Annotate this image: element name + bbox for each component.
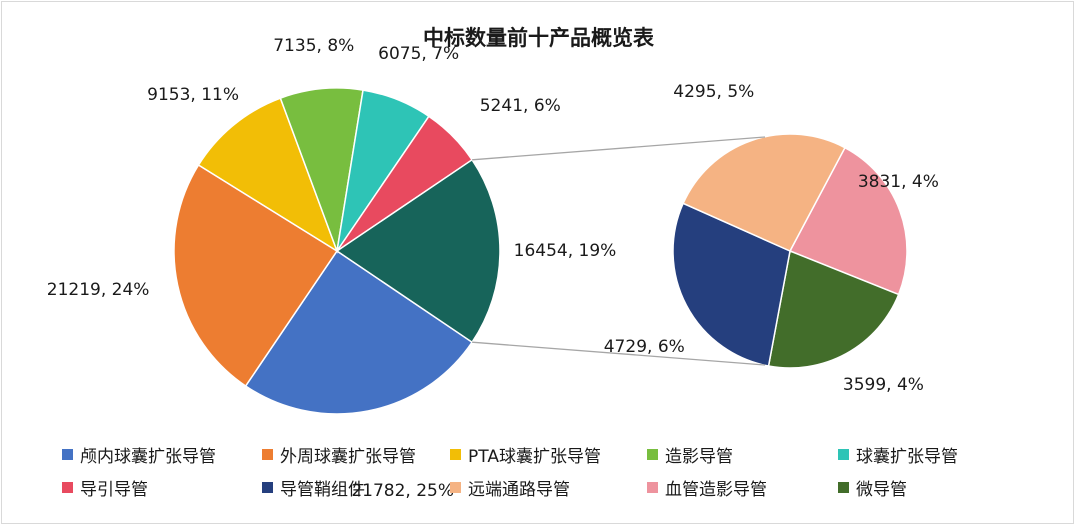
legend-item-血管造影导管: 血管造影导管 <box>647 475 767 500</box>
main-pie-slice-1 <box>173 163 339 388</box>
legend-item-导引导管: 导引导管 <box>62 475 148 500</box>
legend-swatch <box>838 482 849 493</box>
legend-label: 导管鞘组件 <box>280 480 365 500</box>
main-pie-data-label-1: 21219, 24% <box>46 280 150 301</box>
connector-line-0 <box>472 136 766 161</box>
legend-swatch <box>62 482 73 493</box>
secondary-pie-slice-1 <box>767 249 900 369</box>
main-pie-data-label-6: 16454, 19% <box>513 241 617 261</box>
legend-item-导管鞘组件: 导管鞘组件 <box>262 475 365 500</box>
main-pie-data-label-5: 5241, 6% <box>479 96 561 117</box>
secondary-pie-data-label-3: 4295, 5% <box>673 81 755 102</box>
legend-label: 微导管 <box>856 480 907 500</box>
legend-swatch <box>262 449 273 460</box>
main-pie-slice-6 <box>335 158 501 344</box>
main-pie-data-label-2: 9153, 11% <box>147 85 239 106</box>
secondary-pie-slice-2 <box>672 202 791 367</box>
legend-label: 颅内球囊扩张导管 <box>80 447 216 467</box>
legend-label: 远端通路导管 <box>468 480 570 500</box>
legend-swatch <box>647 482 658 493</box>
secondary-pie-slice-0 <box>788 146 908 296</box>
main-pie-data-label-3: 7135, 8% <box>273 35 355 56</box>
legend-swatch <box>450 449 461 460</box>
legend-item-远端通路导管: 远端通路导管 <box>450 475 570 500</box>
legend-label: 造影导管 <box>665 447 733 467</box>
legend-swatch <box>838 449 849 460</box>
legend-item-PTA球囊扩张导管: PTA球囊扩张导管 <box>450 442 601 467</box>
main-pie-slice-0 <box>244 249 474 415</box>
legend-label: 血管造影导管 <box>665 480 767 500</box>
legend-item-微导管: 微导管 <box>838 475 907 500</box>
secondary-pie-data-label-0: 3831, 4% <box>857 172 939 193</box>
legend-swatch <box>62 449 73 460</box>
main-pie-data-label-0: 21782, 25% <box>351 480 455 501</box>
legend-swatch <box>647 449 658 460</box>
legend-item-造影导管: 造影导管 <box>647 442 733 467</box>
legend-label: 外周球囊扩张导管 <box>280 447 416 467</box>
connector-line-1 <box>472 341 766 366</box>
secondary-pie-slice-3 <box>682 133 846 252</box>
main-pie-slice-2 <box>197 97 339 253</box>
chart-title: 中标数量前十产品概览表 <box>423 26 654 50</box>
main-pie-data-label-4: 6075, 7% <box>378 44 460 65</box>
legend-label: 导引导管 <box>80 480 148 500</box>
legend-swatch <box>450 482 461 493</box>
secondary-pie-data-label-1: 3599, 4% <box>842 375 924 396</box>
legend-item-颅内球囊扩张导管: 颅内球囊扩张导管 <box>62 442 216 467</box>
legend-label: 球囊扩张导管 <box>856 447 958 467</box>
legend-item-球囊扩张导管: 球囊扩张导管 <box>838 442 958 467</box>
legend-label: PTA球囊扩张导管 <box>468 447 601 467</box>
legend-item-外周球囊扩张导管: 外周球囊扩张导管 <box>262 442 416 467</box>
legend-swatch <box>262 482 273 493</box>
secondary-pie-data-label-2: 4729, 6% <box>603 337 685 358</box>
